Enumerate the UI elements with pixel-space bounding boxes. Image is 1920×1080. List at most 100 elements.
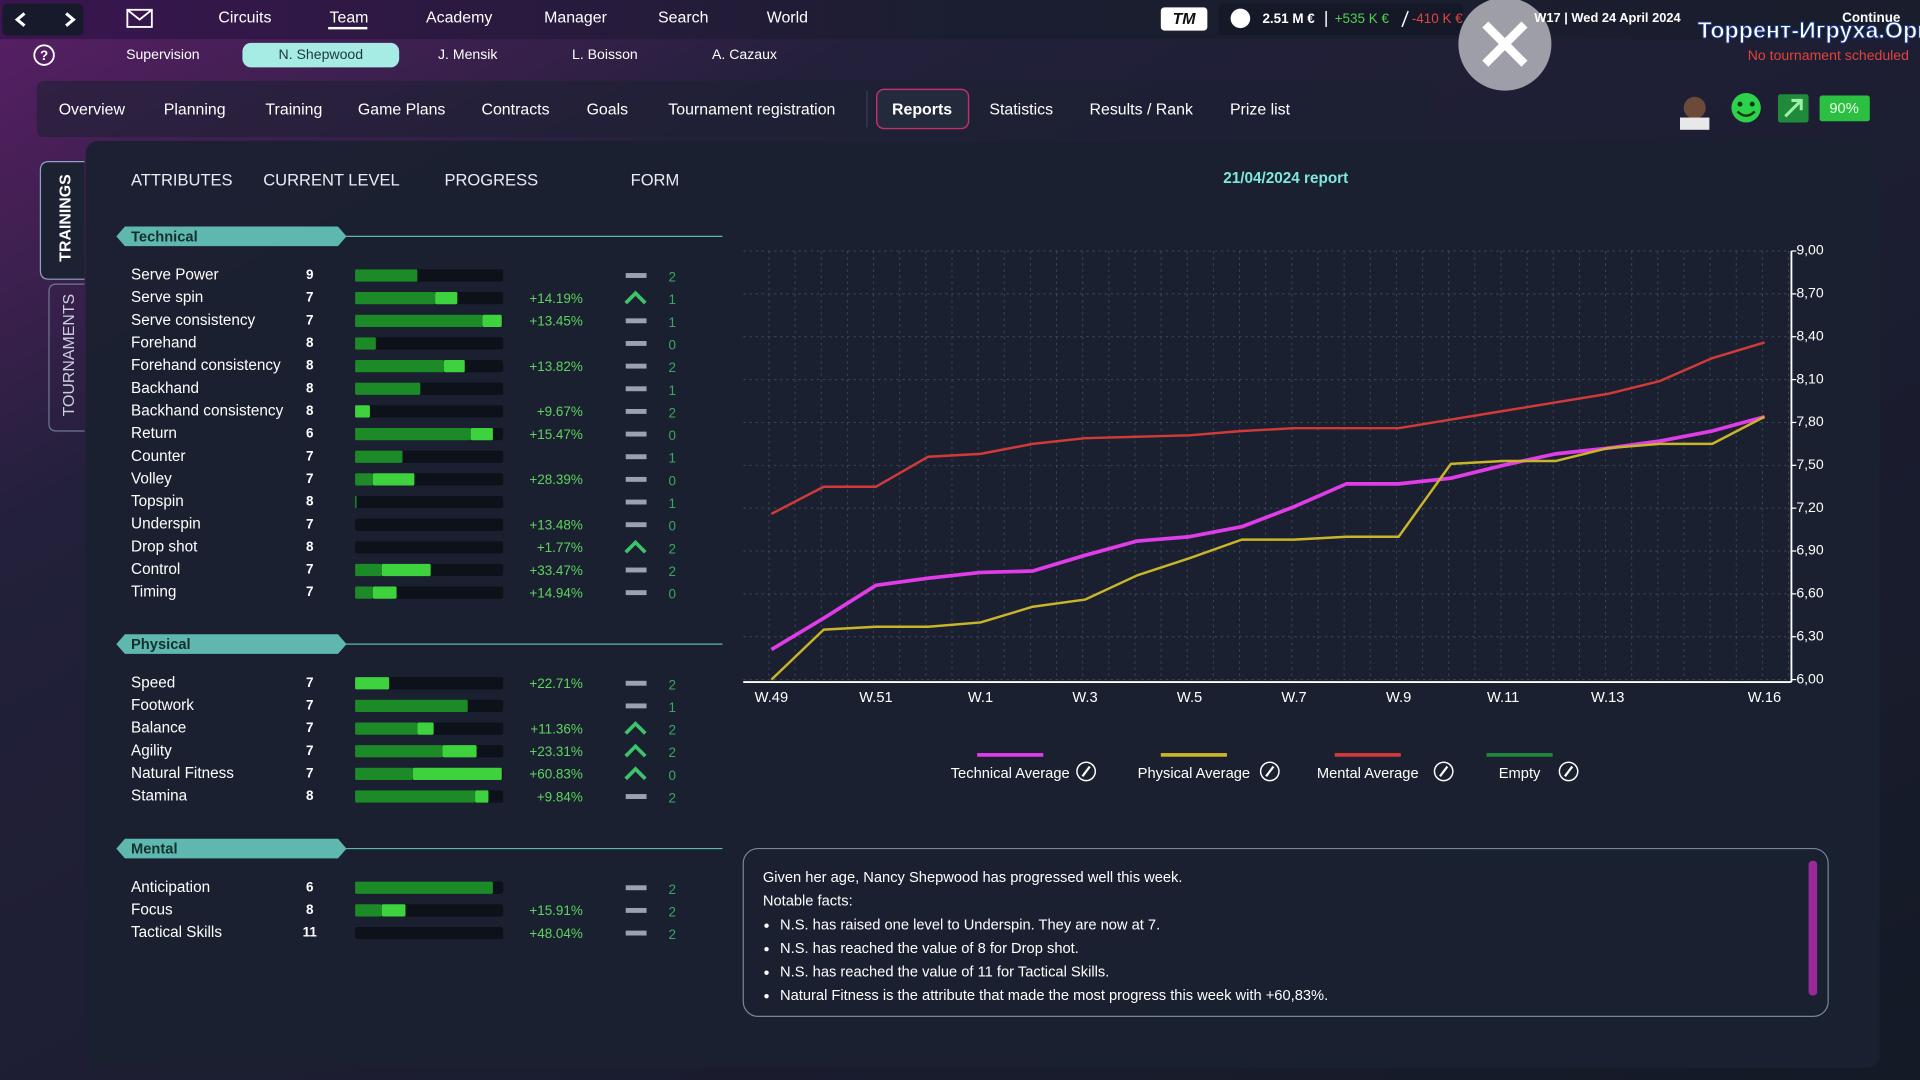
mail-icon[interactable]	[126, 8, 153, 28]
legend-edit-icon[interactable]	[1433, 761, 1454, 782]
nav-item[interactable]: Team	[330, 10, 369, 27]
progress-value: +22.71%	[529, 676, 583, 691]
attribute-level: 7	[306, 471, 313, 486]
help-icon[interactable]: ?	[40, 48, 48, 63]
attribute-level: 7	[306, 675, 313, 690]
nav-item[interactable]: Search	[658, 10, 708, 27]
attribute-name: Tactical Skills	[131, 924, 222, 941]
gain-bar	[417, 722, 434, 735]
attribute-name: Backhand	[131, 380, 199, 397]
progress-value: +1.77%	[537, 540, 583, 555]
progress-value: +33.47%	[529, 563, 583, 578]
progress-value: +28.39%	[529, 472, 583, 487]
legend-label[interactable]: Physical Average	[1138, 766, 1250, 782]
section-title: Technical	[131, 229, 198, 245]
level-bar	[355, 745, 443, 758]
attribute-level: 7	[306, 697, 313, 712]
nav-item[interactable]: World	[767, 10, 808, 27]
section-tab[interactable]: Contracts	[481, 101, 549, 118]
legend-label[interactable]: Technical Average	[951, 766, 1070, 782]
x-tick-label: W.49	[755, 690, 788, 706]
player-tab[interactable]: N. Shepwood	[279, 46, 364, 62]
legend-edit-icon[interactable]	[1076, 761, 1097, 782]
attribute-name: Serve Power	[131, 267, 219, 284]
attribute-name: Return	[131, 425, 177, 442]
attribute-name: Counter	[131, 448, 185, 465]
form-value: 2	[669, 882, 676, 897]
x-tick-label: W.11	[1487, 690, 1519, 706]
attribute-name: Underspin	[131, 516, 201, 533]
side-tab-label[interactable]: TOURNAMENTS	[61, 294, 78, 417]
section-tab[interactable]: Reports	[892, 101, 952, 118]
forward-icon[interactable]	[65, 12, 76, 27]
attribute-level: 7	[306, 448, 313, 463]
section-title: Mental	[131, 842, 178, 858]
form-flat-icon	[625, 431, 647, 437]
section-tab[interactable]: Tournament registration	[668, 101, 835, 118]
side-tab-label[interactable]: TRAININGS	[57, 174, 74, 261]
level-bar	[355, 563, 382, 577]
section-title: Physical	[131, 637, 191, 653]
continue-button[interactable]: Continue	[1842, 10, 1901, 25]
section-tab[interactable]: Goals	[587, 101, 629, 118]
progress-value: +14.19%	[529, 291, 583, 306]
gain-bar	[372, 586, 397, 599]
nav-item[interactable]: Circuits	[218, 10, 271, 27]
level-bar	[355, 767, 413, 780]
balance: 2.51 M €	[1262, 11, 1315, 26]
bar-track	[355, 495, 504, 509]
tab-active[interactable]	[876, 88, 970, 130]
bullet	[764, 947, 769, 952]
form-value: 2	[669, 405, 676, 420]
expense: -410 K €	[1412, 11, 1463, 26]
player-tab[interactable]: J. Mensik	[438, 46, 498, 62]
section-tab[interactable]: Overview	[59, 101, 126, 118]
attribute-level: 8	[306, 539, 314, 554]
y-tick-label: 6,60	[1796, 585, 1824, 601]
report-bullet: N.S. has raised one level to Underspin. …	[780, 918, 1160, 934]
player-tab[interactable]: A. Cazaux	[712, 46, 777, 62]
section-tab[interactable]: Game Plans	[358, 101, 446, 118]
attribute-level: 8	[306, 494, 314, 509]
progress-value: +15.47%	[529, 427, 583, 442]
player-tab[interactable]: L. Boisson	[572, 46, 638, 62]
close-icon[interactable]	[1482, 21, 1528, 67]
back-icon[interactable]	[14, 12, 26, 27]
report-bullet: N.S. has reached the value of 11 for Tac…	[780, 965, 1109, 981]
bar-track	[355, 677, 504, 690]
chart-title: 21/04/2024 report	[1223, 170, 1348, 187]
attribute-name: Control	[131, 561, 180, 578]
attribute-level: 9	[306, 267, 313, 282]
gain-bar	[470, 427, 493, 441]
form-flat-icon	[625, 318, 647, 324]
legend-edit-icon[interactable]	[1558, 761, 1579, 782]
progress-value: +9.67%	[537, 404, 583, 419]
section-tab[interactable]: Statistics	[989, 101, 1053, 118]
section-tab[interactable]: Training	[265, 101, 322, 118]
player-tab[interactable]: Supervision	[126, 46, 200, 62]
form-flat-icon	[625, 703, 647, 709]
nav-item[interactable]: Manager	[544, 10, 607, 27]
section-tab[interactable]: Prize list	[1230, 101, 1291, 118]
legend-label[interactable]: Mental Average	[1317, 766, 1419, 782]
form-value: 2	[669, 270, 676, 285]
history-buttons[interactable]	[2, 3, 84, 36]
side-tab[interactable]	[48, 283, 85, 432]
attribute-level: 7	[306, 584, 313, 599]
mood-icon	[1731, 93, 1761, 123]
form-value: 0	[669, 428, 676, 443]
legend-edit-icon[interactable]	[1259, 761, 1280, 782]
nav-item[interactable]: Academy	[426, 10, 492, 27]
legend-label[interactable]: Empty	[1499, 766, 1541, 782]
help-circle[interactable]	[33, 44, 55, 66]
x-tick-label: W.1	[968, 690, 993, 706]
section-tab[interactable]: Results / Rank	[1090, 101, 1193, 118]
section-tab[interactable]: Planning	[164, 101, 226, 118]
form-value: 2	[669, 541, 676, 556]
report-scrollbar[interactable]	[1808, 860, 1818, 996]
side-tab-active[interactable]	[39, 161, 85, 280]
player-active-pill[interactable]	[242, 42, 400, 68]
bar-track	[355, 926, 504, 940]
attribute-level: 7	[306, 290, 313, 305]
